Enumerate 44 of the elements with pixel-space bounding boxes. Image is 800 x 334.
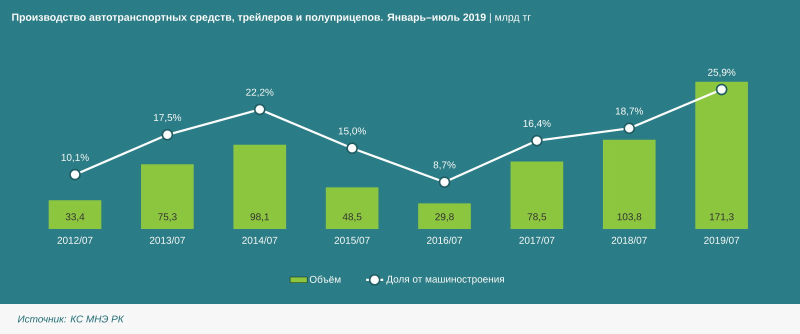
point (162, 128, 174, 141)
data-label: 25,9% (708, 68, 736, 78)
data-label: 16,4% (524, 120, 551, 128)
x-tick-label: 2017/07 (519, 236, 554, 244)
bar (141, 164, 194, 229)
point (716, 84, 728, 96)
data-label: 8,7% (434, 161, 456, 170)
chart-title: Производство автотранспортных средств, трейлеров и полуприцепов. Январь–июль 2019 | млрд тг (12, 13, 531, 23)
bar (510, 162, 564, 229)
data-label: 15,0% (338, 127, 366, 136)
x-tick-label: 2015/07 (334, 236, 370, 244)
data-label: 103,8 (618, 213, 642, 222)
data-label: 98,1 (250, 213, 269, 222)
x-tick-label: 2012/07 (58, 236, 93, 244)
bar (418, 203, 471, 229)
data-label: 171,3 (710, 213, 734, 222)
data-label: 29,8 (435, 213, 454, 222)
x-tick-label: 2013/07 (150, 236, 185, 244)
bar (326, 187, 378, 229)
x-tick-label: 2016/07 (427, 236, 462, 244)
point (623, 122, 636, 134)
x-tick-label: 2014/07 (242, 236, 278, 244)
data-label: 75,3 (158, 213, 177, 222)
legend-label: Доля от машиностроения (386, 276, 504, 285)
legend-label: Объём (310, 275, 340, 283)
point (346, 142, 358, 154)
x-tick-label: 2018/07 (612, 236, 647, 244)
text: Источник: КС МНЭ РК (18, 315, 124, 323)
data-label: 33,4 (66, 213, 84, 222)
x-tick-label: 2019/07 (704, 236, 740, 244)
point (438, 176, 450, 188)
bar (695, 82, 748, 229)
bar (48, 200, 102, 229)
data-label: 22,2% (246, 88, 274, 97)
point (254, 104, 266, 116)
data-label: 10,1% (62, 154, 89, 162)
bar (233, 144, 286, 229)
data-label: 18,7% (616, 108, 644, 116)
data-label: 17,5% (154, 114, 182, 122)
point (69, 168, 81, 180)
bar (602, 140, 656, 229)
data-label: 48,5 (342, 213, 362, 222)
data-label: 78,5 (528, 213, 546, 222)
point (531, 134, 543, 146)
